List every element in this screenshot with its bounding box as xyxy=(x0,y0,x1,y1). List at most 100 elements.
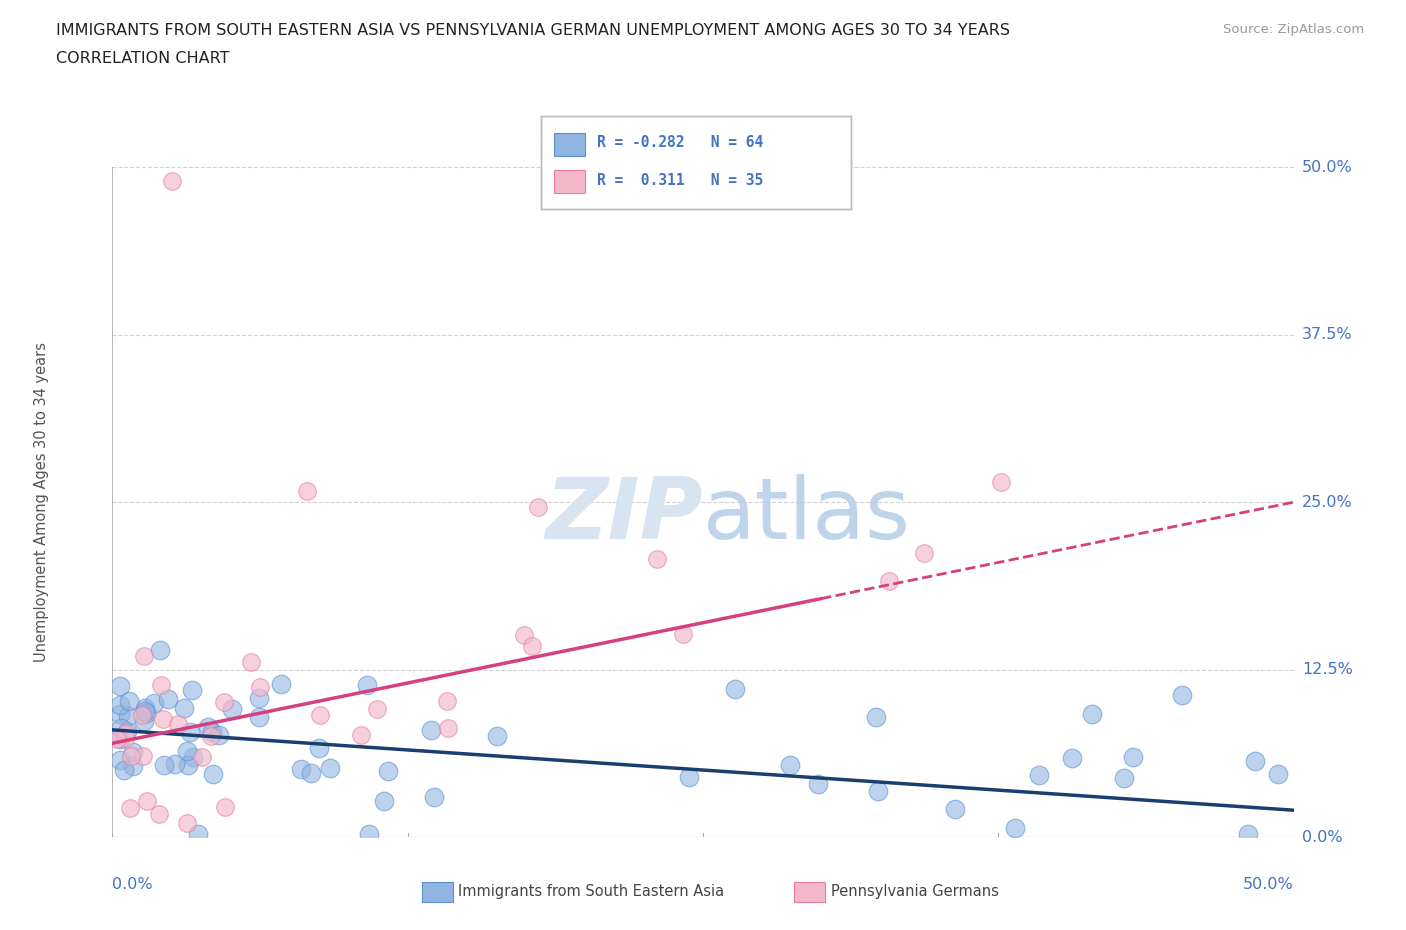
Point xyxy=(173,701,195,716)
Point xyxy=(183,750,205,764)
Point xyxy=(1004,820,1026,835)
Point xyxy=(176,743,198,758)
Text: 12.5%: 12.5% xyxy=(1302,662,1353,677)
Point xyxy=(309,708,332,723)
Point xyxy=(1081,706,1104,721)
Point xyxy=(202,766,225,781)
Point xyxy=(645,551,668,566)
Point xyxy=(197,720,219,735)
Point xyxy=(520,639,543,654)
Point xyxy=(779,758,801,773)
Text: 25.0%: 25.0% xyxy=(1302,495,1353,510)
Point xyxy=(295,484,318,498)
Text: atlas: atlas xyxy=(703,474,911,557)
Text: R =  0.311   N = 35: R = 0.311 N = 35 xyxy=(598,173,763,188)
Point xyxy=(108,698,131,712)
Point xyxy=(299,765,322,780)
Point xyxy=(117,709,139,724)
Point xyxy=(865,710,887,724)
Text: 37.5%: 37.5% xyxy=(1302,327,1353,342)
Point xyxy=(179,724,201,739)
Point xyxy=(240,655,263,670)
Point xyxy=(180,683,202,698)
Text: Immigrants from South Eastern Asia: Immigrants from South Eastern Asia xyxy=(458,884,724,899)
Point xyxy=(678,770,700,785)
Point xyxy=(270,677,292,692)
Point xyxy=(208,727,231,742)
Text: IMMIGRANTS FROM SOUTH EASTERN ASIA VS PENNSYLVANIA GERMAN UNEMPLOYMENT AMONG AGE: IMMIGRANTS FROM SOUTH EASTERN ASIA VS PE… xyxy=(56,23,1011,38)
Bar xyxy=(554,170,585,193)
Point xyxy=(513,628,536,643)
Point xyxy=(990,474,1012,489)
Text: ZIP: ZIP xyxy=(546,474,703,557)
Point xyxy=(114,731,136,746)
Point xyxy=(1114,770,1136,785)
Text: 0.0%: 0.0% xyxy=(1302,830,1343,844)
Point xyxy=(423,790,446,804)
Point xyxy=(122,744,145,759)
Point xyxy=(187,827,209,842)
Point xyxy=(136,793,159,808)
Point xyxy=(1237,827,1260,842)
Point xyxy=(377,764,399,779)
Point xyxy=(945,802,967,817)
Point xyxy=(200,729,222,744)
Point xyxy=(356,677,378,692)
Point xyxy=(112,763,135,777)
Point xyxy=(486,728,509,743)
Point xyxy=(437,721,460,736)
Point xyxy=(163,756,186,771)
Point xyxy=(807,777,830,791)
Point xyxy=(108,679,131,694)
Point xyxy=(308,741,330,756)
Point xyxy=(290,762,312,777)
Point xyxy=(350,728,373,743)
Point xyxy=(118,693,141,708)
Point xyxy=(1028,768,1050,783)
Point xyxy=(157,691,180,706)
Point xyxy=(131,708,153,723)
Bar xyxy=(554,133,585,155)
Point xyxy=(114,726,136,741)
Point xyxy=(866,784,889,799)
Point xyxy=(214,800,236,815)
Point xyxy=(912,545,935,560)
Point xyxy=(177,757,200,772)
Point xyxy=(366,701,388,716)
Point xyxy=(1267,766,1289,781)
Point xyxy=(131,749,153,764)
Point xyxy=(105,732,128,747)
Point xyxy=(1243,754,1265,769)
Point xyxy=(212,694,235,709)
Point xyxy=(166,716,188,731)
Point xyxy=(132,714,155,729)
Point xyxy=(1171,687,1194,702)
Point xyxy=(108,752,131,767)
Text: 50.0%: 50.0% xyxy=(1243,877,1294,892)
Point xyxy=(134,704,156,719)
Point xyxy=(319,761,342,776)
Point xyxy=(724,682,747,697)
Text: Unemployment Among Ages 30 to 34 years: Unemployment Among Ages 30 to 34 years xyxy=(34,342,49,662)
Text: CORRELATION CHART: CORRELATION CHART xyxy=(56,51,229,66)
Point xyxy=(877,574,900,589)
Point xyxy=(152,711,174,726)
Point xyxy=(201,724,224,739)
Point xyxy=(357,827,380,842)
Point xyxy=(419,723,441,737)
Point xyxy=(247,710,270,724)
Point xyxy=(149,678,172,693)
Point xyxy=(134,700,156,715)
Point xyxy=(135,705,157,720)
Point xyxy=(526,500,548,515)
Point xyxy=(120,749,142,764)
Point xyxy=(148,806,170,821)
Point xyxy=(436,693,458,708)
Point xyxy=(247,690,270,705)
Point xyxy=(108,732,131,747)
Point xyxy=(110,721,132,736)
Point xyxy=(115,724,138,738)
Text: Pennsylvania Germans: Pennsylvania Germans xyxy=(831,884,998,899)
Point xyxy=(221,701,243,716)
Point xyxy=(121,758,143,773)
